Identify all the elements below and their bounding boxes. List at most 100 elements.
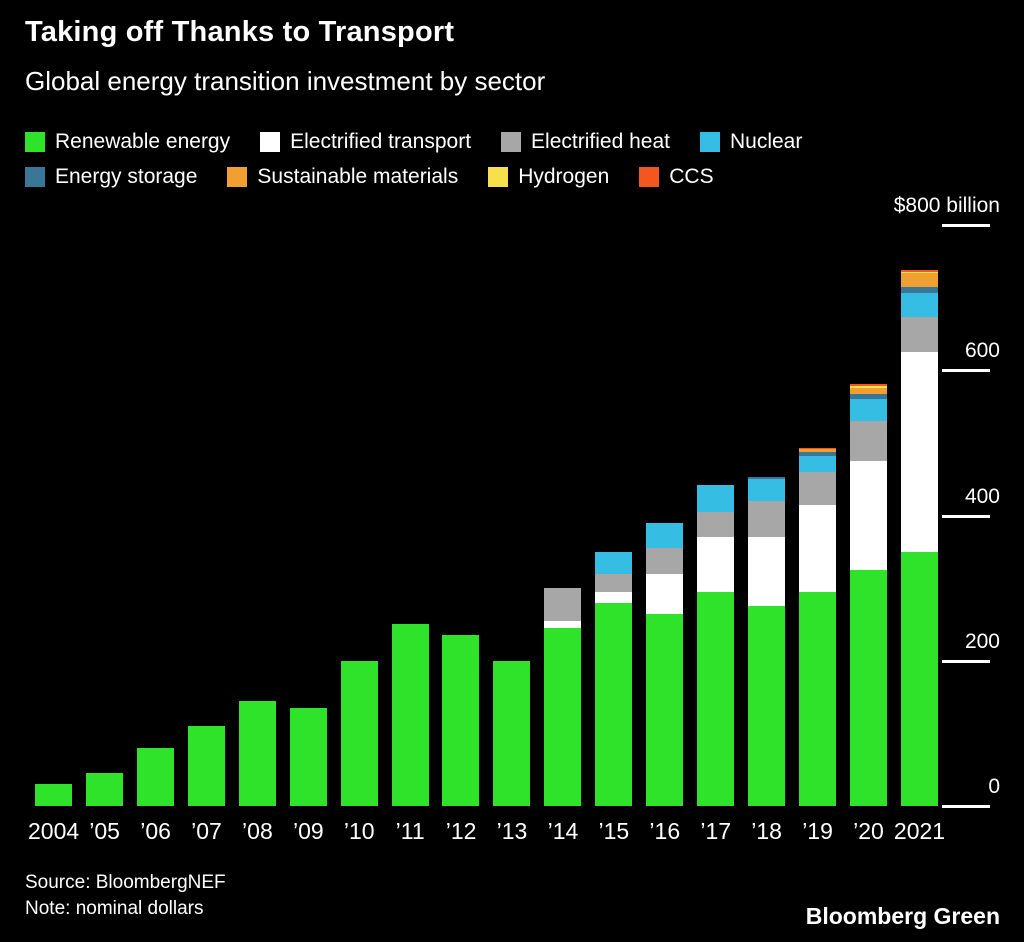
y-tick-mark: [942, 659, 990, 663]
x-axis-label: ’06: [140, 818, 171, 844]
bar-stack: [595, 551, 633, 806]
y-tick-mark: [942, 224, 990, 227]
bar-segment-renewable-energy: [391, 624, 429, 806]
bar-segment-electrified-transport: [646, 573, 684, 614]
legend-label: Hydrogen: [518, 165, 610, 188]
x-axis-label: ’19: [802, 818, 833, 844]
bar-segment-renewable-energy: [799, 591, 837, 806]
x-axis: 2004 ’05 ’06 ’07 ’08 ’09 ’10 ’11 ’12 ’13 ’14 ’15 ’16…: [28, 818, 945, 845]
legend-label: CCS: [669, 165, 714, 188]
bar-segment-electrified-heat: [595, 573, 633, 592]
x-axis-label: 2004: [28, 818, 80, 844]
bar-stack: [646, 522, 684, 806]
bar-segment-energy-storage: [799, 452, 837, 456]
nuclear-swatch-icon: [699, 132, 720, 152]
legend-item-renewable-energy: Renewable energy: [25, 130, 230, 154]
bar-stack: [85, 773, 123, 806]
legend-label: Sustainable materials: [257, 165, 459, 188]
ccs-swatch-icon: [639, 167, 660, 187]
y-tick-mark: [942, 514, 990, 518]
legend-item-electrified-heat: Electrified heat: [501, 130, 670, 154]
legend-row-1: Renewable energy Electrified transport E…: [25, 130, 802, 154]
bar-segment-electrified-heat: [799, 471, 837, 505]
x-axis-label: ’14: [547, 818, 579, 844]
bar-segment-nuclear: [849, 399, 887, 422]
bar-segment-renewable-energy: [187, 726, 225, 806]
bar-segment-electrified-heat: [849, 421, 887, 462]
bar-segment-electrified-heat: [697, 511, 735, 538]
bar-segment-hydrogen: [849, 386, 887, 388]
bar-column--06: [130, 225, 181, 806]
bar-stack: [849, 384, 887, 806]
bar-column--13: [486, 225, 537, 806]
bar-segment-electrified-transport: [900, 352, 938, 552]
bar-column-2021: [894, 225, 945, 806]
bar-segment-ccs: [849, 384, 887, 387]
bar-segment-renewable-energy: [340, 660, 378, 806]
legend-label: Electrified transport: [290, 130, 472, 153]
bar-stack: [391, 624, 429, 806]
y-tick-label: 600: [964, 339, 1000, 363]
y-tick-mark: [942, 805, 990, 808]
bar-segment-hydrogen: [900, 271, 938, 273]
legend-item-sustainable-materials: Sustainable materials: [227, 165, 458, 189]
y-tick-label: 200: [964, 629, 1000, 653]
bar-column--16: [639, 225, 690, 806]
bar-segment-renewable-energy: [900, 551, 938, 806]
bar-segment-electrified-transport: [849, 461, 887, 570]
bar-segment-electrified-transport: [748, 537, 786, 607]
bar-stack: [748, 477, 786, 806]
bar-segment-nuclear: [646, 522, 684, 549]
x-axis-label: ’07: [191, 818, 222, 844]
bar-segment-renewable-energy: [697, 591, 735, 806]
bar-stack: [900, 270, 938, 806]
bar-segment-renewable-energy: [595, 602, 633, 806]
x-axis-label: ’20: [853, 818, 884, 844]
energy-storage-swatch-icon: [25, 167, 45, 187]
bar-stack: [544, 588, 582, 806]
legend-label: Nuclear: [729, 130, 803, 153]
bar-column--14: [537, 225, 588, 806]
bar-stack: [289, 707, 327, 806]
bar-segment-renewable-energy: [238, 700, 276, 806]
bar-segment-renewable-energy: [493, 660, 531, 806]
bar-segment-nuclear: [900, 292, 938, 318]
chart-title: Taking off Thanks to Transport: [25, 16, 455, 48]
bar-column--20: [843, 225, 894, 806]
bar-column--10: [334, 225, 385, 806]
bar-stack: [697, 485, 735, 806]
bar-stack: [799, 448, 837, 806]
renewable-energy-swatch-icon: [25, 132, 45, 152]
electrified-heat-swatch-icon: [501, 132, 522, 152]
bar-segment-electrified-heat: [544, 588, 582, 621]
x-axis-label: ’13: [496, 818, 528, 844]
bar-column--09: [283, 225, 334, 806]
bar-stack: [442, 635, 480, 806]
bar-segment-hydrogen: [799, 448, 837, 450]
bar-segment-renewable-energy: [85, 773, 123, 806]
sustainable-materials-swatch-icon: [227, 167, 248, 187]
bar-segment-renewable-energy: [748, 606, 786, 806]
y-tick-label: 400: [964, 484, 1000, 508]
bar-segment-nuclear: [748, 479, 786, 501]
legend-label: Energy storage: [55, 165, 198, 188]
bar-stack: [136, 747, 174, 806]
bar-stack: [493, 660, 531, 806]
bar-segment-ccs: [900, 270, 938, 272]
bar-segment-electrified-transport: [799, 504, 837, 592]
bar-column--07: [181, 225, 232, 806]
x-axis-label: ’12: [445, 818, 477, 844]
source-note: Source: BloombergNEF: [25, 872, 226, 893]
bar-column--11: [385, 225, 436, 806]
bar-segment-energy-storage: [849, 393, 887, 400]
bar-segment-energy-storage: [748, 477, 786, 480]
bar-segment-sustainable-materials: [799, 449, 837, 453]
legend-item-ccs: CCS: [639, 165, 714, 189]
legend-item-electrified-transport: Electrified transport: [260, 130, 471, 154]
bar-segment-nuclear: [595, 551, 633, 574]
bar-column--15: [588, 225, 639, 806]
bar-segment-nuclear: [799, 455, 837, 472]
bar-segment-renewable-energy: [442, 635, 480, 806]
bar-column--05: [79, 225, 130, 806]
bar-segment-sustainable-materials: [849, 387, 887, 394]
